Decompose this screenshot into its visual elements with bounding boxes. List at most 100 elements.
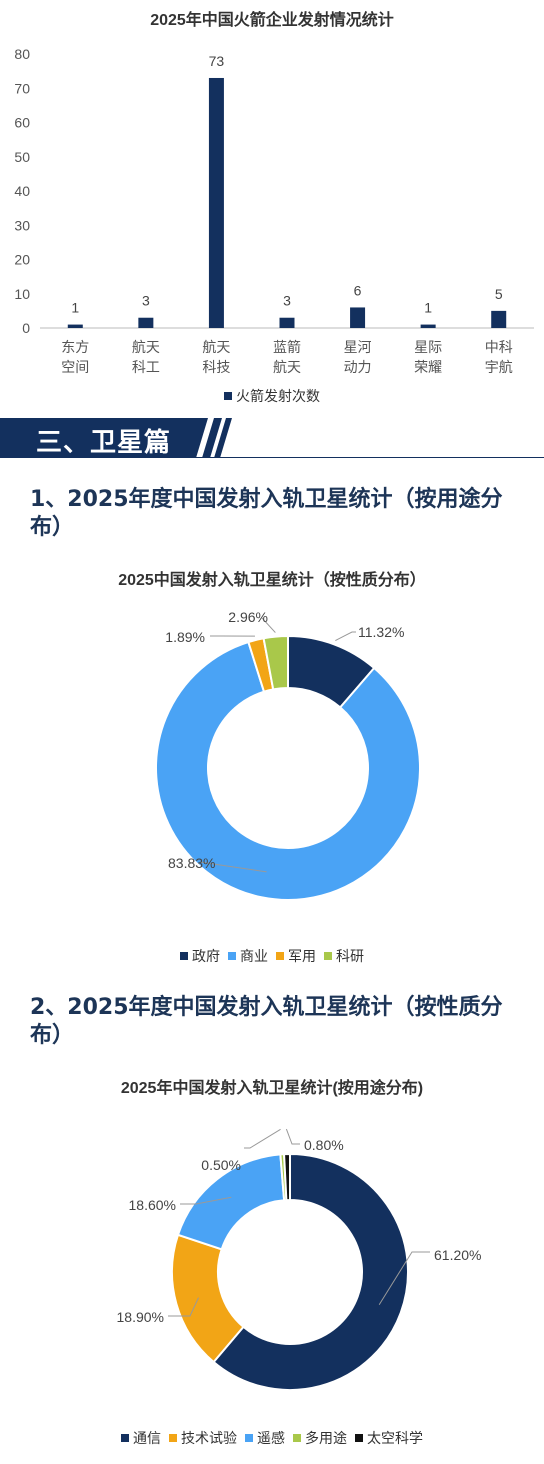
x-tick-label: 科技 <box>202 359 230 375</box>
x-tick-label: 中科 <box>485 339 513 355</box>
legend-swatch <box>276 952 284 960</box>
legend-item: 太空科学 <box>355 1428 423 1448</box>
y-tick-label: 40 <box>14 183 30 199</box>
donut1-legend: 政府 商业 军用 科研 <box>0 946 544 966</box>
x-tick-label: 科工 <box>132 359 160 375</box>
x-tick-label: 星际 <box>414 339 442 355</box>
legend-swatch <box>169 1434 177 1442</box>
slice-value-label: 61.20% <box>434 1247 481 1263</box>
legend-label: 太空科学 <box>367 1430 423 1446</box>
bar-chart: 010203040506070801东方空间3航天科工73航天科技3蓝箭航天6星… <box>14 46 534 375</box>
x-tick-label: 宇航 <box>485 359 513 375</box>
bar <box>208 77 224 328</box>
x-tick-label: 东方 <box>61 339 89 355</box>
bar <box>67 324 83 328</box>
slice-value-label: 0.80% <box>304 1137 344 1153</box>
y-tick-label: 10 <box>14 286 30 302</box>
bar-data-label: 5 <box>495 286 503 302</box>
donut-slice <box>283 1152 291 1202</box>
heading-2: 2、2025年度中国发射入轨卫星统计（按性质分布） <box>30 995 503 1048</box>
donut1-title: 2025中国发射入轨卫星统计（按性质分布） <box>118 572 426 589</box>
legend-item: 军用 <box>276 946 316 966</box>
bar <box>350 307 366 328</box>
donut2-legend: 通信 技术试验 遥感 多用途 太空科学 <box>0 1428 544 1448</box>
y-tick-label: 80 <box>14 46 30 62</box>
legend-label: 军用 <box>288 948 316 964</box>
bar-data-label: 73 <box>209 53 225 69</box>
y-tick-label: 30 <box>14 217 30 233</box>
leader-line <box>335 631 356 641</box>
legend-swatch <box>324 952 332 960</box>
x-tick-label: 航天 <box>273 359 301 375</box>
legend-label: 遥感 <box>257 1430 285 1446</box>
x-tick-label: 荣耀 <box>414 359 442 375</box>
legend-swatch <box>355 1434 363 1442</box>
legend-swatch <box>224 392 232 400</box>
legend-label: 火箭发射次数 <box>236 388 320 404</box>
slice-value-label: 1.89% <box>165 629 205 645</box>
x-tick-label: 蓝箭 <box>273 339 301 355</box>
leader-line <box>180 1196 232 1205</box>
legend-swatch <box>245 1434 253 1442</box>
bar <box>420 324 436 328</box>
legend-item: 科研 <box>324 946 364 966</box>
x-tick-label: 空间 <box>61 359 89 375</box>
legend-label: 技术试验 <box>181 1430 237 1446</box>
slice-value-label: 0.50% <box>201 1157 241 1173</box>
legend-item: 通信 <box>121 1428 161 1448</box>
legend-item: 技术试验 <box>169 1428 237 1448</box>
donut2-title: 2025年中国发射入轨卫星统计(按用途分布) <box>120 1080 424 1097</box>
leader-line <box>378 1251 430 1306</box>
bar-data-label: 3 <box>283 293 291 309</box>
section-title: 三、卫星篇 <box>36 428 172 458</box>
y-tick-label: 20 <box>14 252 30 268</box>
bar-data-label: 3 <box>142 293 150 309</box>
slice-value-label: 2.96% <box>228 609 268 625</box>
x-tick-label: 航天 <box>132 339 160 355</box>
legend-label: 科研 <box>336 948 364 964</box>
bar-data-label: 1 <box>424 300 432 316</box>
slice-value-label: 18.90% <box>117 1309 164 1325</box>
y-tick-label: 60 <box>14 115 30 131</box>
bar-data-label: 1 <box>71 300 79 316</box>
legend-label: 商业 <box>240 948 268 964</box>
leader-line <box>244 1128 281 1149</box>
bar <box>138 317 154 328</box>
legend-label: 通信 <box>133 1430 161 1446</box>
bar-chart-title: 2025年中国火箭企业发射情况统计 <box>150 12 394 29</box>
donut-chart-nature: 11.32% 83.83% 1.89% 2.96% <box>155 609 421 901</box>
y-tick-label: 0 <box>22 320 30 336</box>
y-tick-label: 50 <box>14 149 30 165</box>
legend-swatch <box>228 952 236 960</box>
leader-line <box>199 861 267 873</box>
legend-item: 政府 <box>180 946 220 966</box>
legend-item: 多用途 <box>293 1428 347 1448</box>
leader-line <box>285 1128 300 1145</box>
donut-slice <box>262 634 289 691</box>
legend-item-launches: 火箭发射次数 <box>224 386 320 406</box>
bar-legend: 火箭发射次数 <box>0 386 544 406</box>
leader-line <box>261 617 276 633</box>
x-tick-label: 航天 <box>202 339 230 355</box>
legend-label: 多用途 <box>305 1430 347 1446</box>
legend-swatch <box>293 1434 301 1442</box>
leader-line <box>168 1297 199 1317</box>
slice-value-label: 18.60% <box>129 1197 176 1213</box>
donut-chart-usage: 61.20% 18.90% 18.60% 0.50% 0.80% <box>117 1128 481 1391</box>
slice-value-label: 11.32% <box>358 624 404 640</box>
legend-item: 遥感 <box>245 1428 285 1448</box>
legend-swatch <box>121 1434 129 1442</box>
x-tick-label: 星河 <box>344 339 372 355</box>
legend-label: 政府 <box>192 948 220 964</box>
slice-value-label: 83.83% <box>168 855 215 871</box>
legend-swatch <box>180 952 188 960</box>
x-tick-label: 动力 <box>344 359 372 375</box>
y-tick-label: 70 <box>14 80 30 96</box>
bar <box>491 310 507 328</box>
heading-1: 1、2025年度中国发射入轨卫星统计（按用途分布） <box>30 487 503 540</box>
donut-slice <box>212 1152 409 1391</box>
bar-data-label: 6 <box>354 282 362 298</box>
donut-slice <box>155 640 421 901</box>
legend-item: 商业 <box>228 946 268 966</box>
bar <box>279 317 295 328</box>
